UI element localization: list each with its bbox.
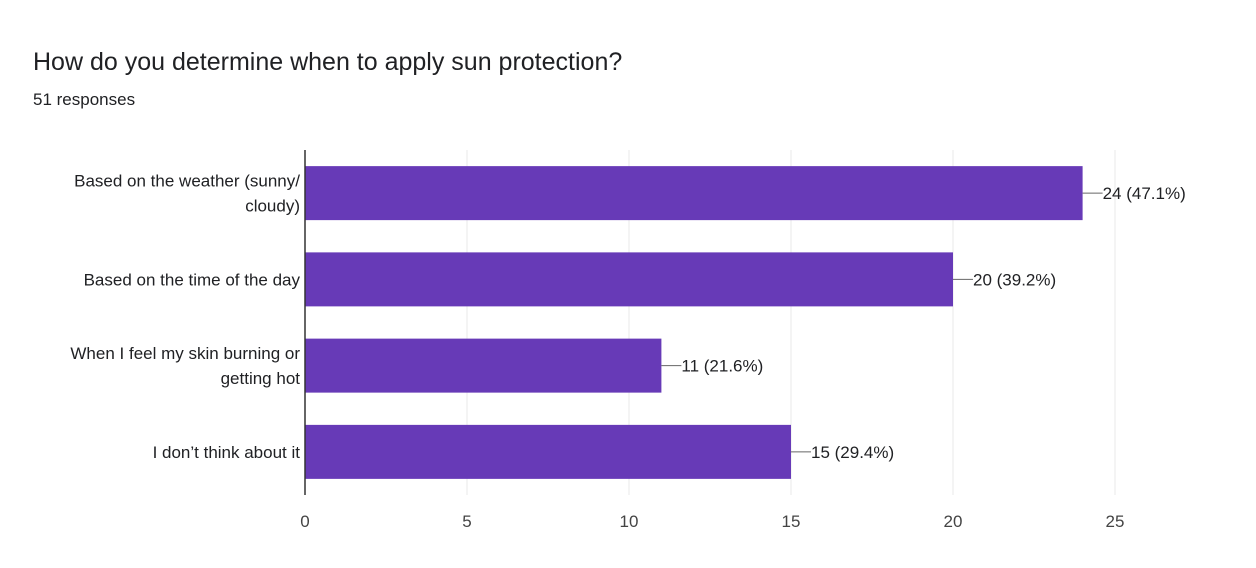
x-tick-label-5: 5 [462,512,471,531]
x-tick-label-20: 20 [944,512,963,531]
data-label-2: 11 (21.6%) [681,357,763,376]
response-count: 51 responses [33,90,136,109]
x-tick-label-10: 10 [620,512,639,531]
data-label-3: 15 (29.4%) [811,443,894,462]
category-label-3: I don’t think about it [153,443,301,462]
bar-2 [305,338,662,393]
x-tick-label-0: 0 [300,512,309,531]
bar-1 [305,252,953,307]
x-tick-label-15: 15 [782,512,801,531]
bar-0 [305,166,1083,221]
category-label-2: When I feel my skin burning or getting ho… [70,344,300,388]
data-label-1: 20 (39.2%) [973,270,1056,289]
bar-3 [305,424,791,479]
chart-title: How do you determine when to apply sun p… [33,48,623,76]
data-label-0: 24 (47.1%) [1103,184,1186,203]
x-tick-label-25: 25 [1106,512,1125,531]
category-label-0: Based on the weather (sunny/cloudy) [74,172,300,216]
category-label-1: Based on the time of the day [84,270,301,289]
